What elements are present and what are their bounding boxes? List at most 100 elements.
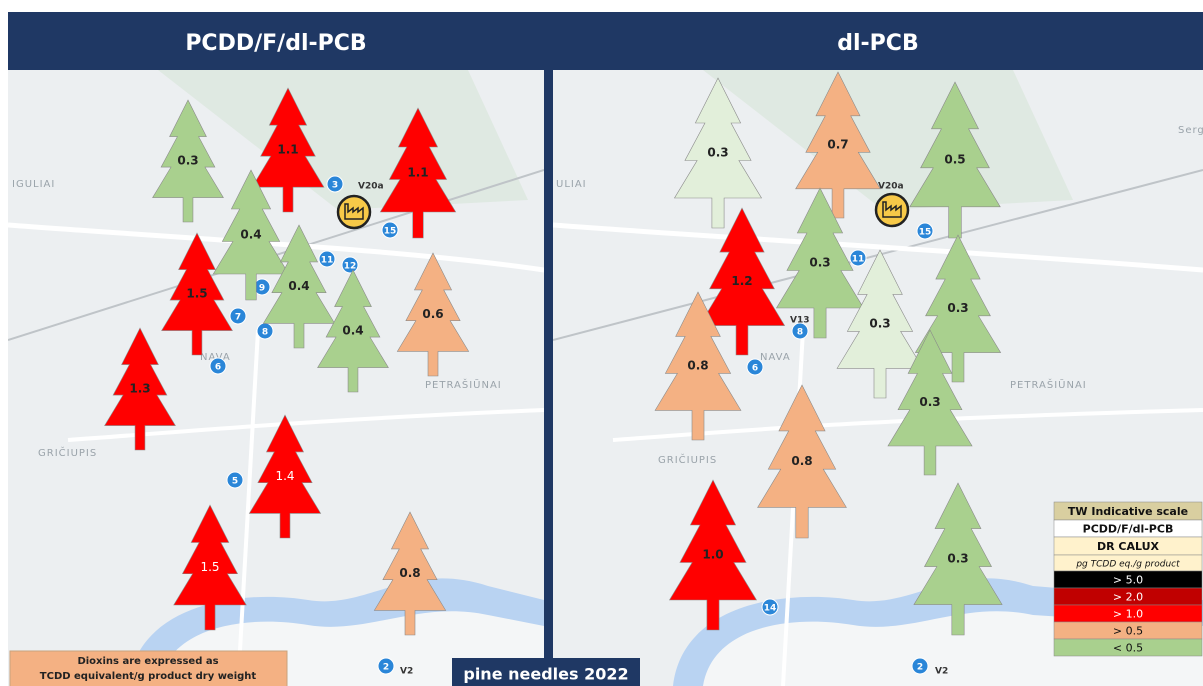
site-marker [911,657,929,675]
site-number: 6 [752,364,758,374]
tree-value: 1.0 [702,548,723,562]
place-label: IGULIAI [12,179,55,190]
tree [251,87,325,213]
tree-value: 0.6 [422,307,443,321]
tree-value: 1.2 [731,274,752,288]
site-number: 2 [917,663,923,673]
place-label: GRIČIUPIS [38,446,97,459]
tree-value: 0.4 [342,324,363,338]
place-label: PETRAŠIŪNAI [425,378,502,391]
tree-value: 0.3 [919,395,940,409]
tree [396,252,470,377]
tree [757,384,847,539]
header-bar [8,12,1203,70]
place-label: NAVA [760,352,791,363]
tree-value: 0.8 [399,566,420,580]
tree-value: 1.1 [277,143,298,157]
tree [317,269,389,393]
site-marker [377,657,395,675]
legend-label: pg TCDD eq./g product [1075,560,1180,570]
site-marker [318,250,336,268]
site-number: 15 [384,227,397,237]
legend-label: PCDD/F/dl-PCB [1083,523,1174,536]
footer-box [452,658,640,686]
tree [668,479,758,631]
legend-label: > 2.0 [1113,591,1143,604]
site-code: V13 [790,316,810,326]
tree-value: 1.5 [200,560,219,574]
site-code: V20a [358,182,384,192]
legend-label: DR CALUX [1097,540,1160,553]
tree-value: 0.3 [177,154,198,168]
site-marker [746,358,764,376]
tree [262,224,336,349]
road [236,329,260,686]
tree-value: 0.8 [687,359,708,373]
tree-value: 1.3 [129,382,150,396]
place-label: ULIAI [556,179,587,190]
note-text: TCDD equivalent/g product dry weight [40,671,257,682]
site-number: 6 [215,363,221,373]
tree [654,291,742,441]
legend-label: > 5.0 [1113,574,1143,587]
site-number: 8 [262,328,268,338]
tree [795,71,881,219]
site-number: 9 [259,284,265,294]
site-marker [209,357,227,375]
legend-label: TW Indicative scale [1068,505,1188,518]
tree [698,207,786,356]
site-marker [341,256,359,274]
place-label: GRIČIUPIS [658,453,717,466]
note-box [9,650,288,686]
legend-label: < 0.5 [1113,642,1143,655]
legend-label: > 1.0 [1113,608,1143,621]
footer-text: pine needles 2022 [463,665,628,684]
note-text: Dioxins are expressed as [77,656,218,667]
tree-value: 0.3 [947,301,968,315]
tree [173,504,247,631]
tree-value: 0.4 [288,279,309,293]
site-marker [326,175,344,193]
tree-value: 0.3 [707,146,728,160]
site-code: V2 [935,667,948,677]
tree [913,482,1003,636]
site-number: 5 [232,477,238,487]
tree [775,187,865,339]
map: ULIAI NAVA PETRAŠIŪNAI GRIČIUPIS Serge 11 15 8 6… [553,70,1203,686]
site-marker [381,221,399,239]
tree-value: 0.3 [869,317,890,331]
tree [212,169,290,301]
legend: TW Indicative scale PCDD/F/dl-PCB DR CALUX… [1053,501,1203,657]
tree [909,81,1001,239]
site-number: 2 [383,663,389,673]
site-number: 11 [852,255,865,265]
panel-title: PCDD/F/dl-PCB [185,31,366,56]
site-number: 12 [344,262,357,272]
road [67,408,544,442]
site-number: 11 [321,256,334,266]
place-label: PETRAŠIŪNAI [1010,378,1087,391]
tree-value: 0.8 [791,454,812,468]
factory-symbol [344,203,364,220]
site-marker [226,471,244,489]
divider [544,70,553,686]
site-marker [916,222,934,240]
tree [379,107,457,239]
tree [104,327,176,451]
map: IGULIAI NAVA PETRAŠIŪNAI GRIČIUPIS 3 15 11 12 9 7… [8,70,544,686]
tree-value: 1.5 [186,287,207,301]
tree [887,329,973,476]
road [553,222,1203,273]
site-code: V20a [878,182,904,192]
site-marker [229,307,247,325]
site-number: 15 [919,228,932,238]
tree-value: 0.7 [827,138,848,152]
tree-value: 0.3 [947,552,968,566]
factory-symbol [882,201,902,218]
panel-title: dl-PCB [837,31,918,56]
site-number: 7 [235,313,241,323]
place-label: Serge [1178,125,1203,136]
site-marker [849,249,867,267]
tree-value: 0.3 [809,256,830,270]
site-marker [791,322,809,340]
